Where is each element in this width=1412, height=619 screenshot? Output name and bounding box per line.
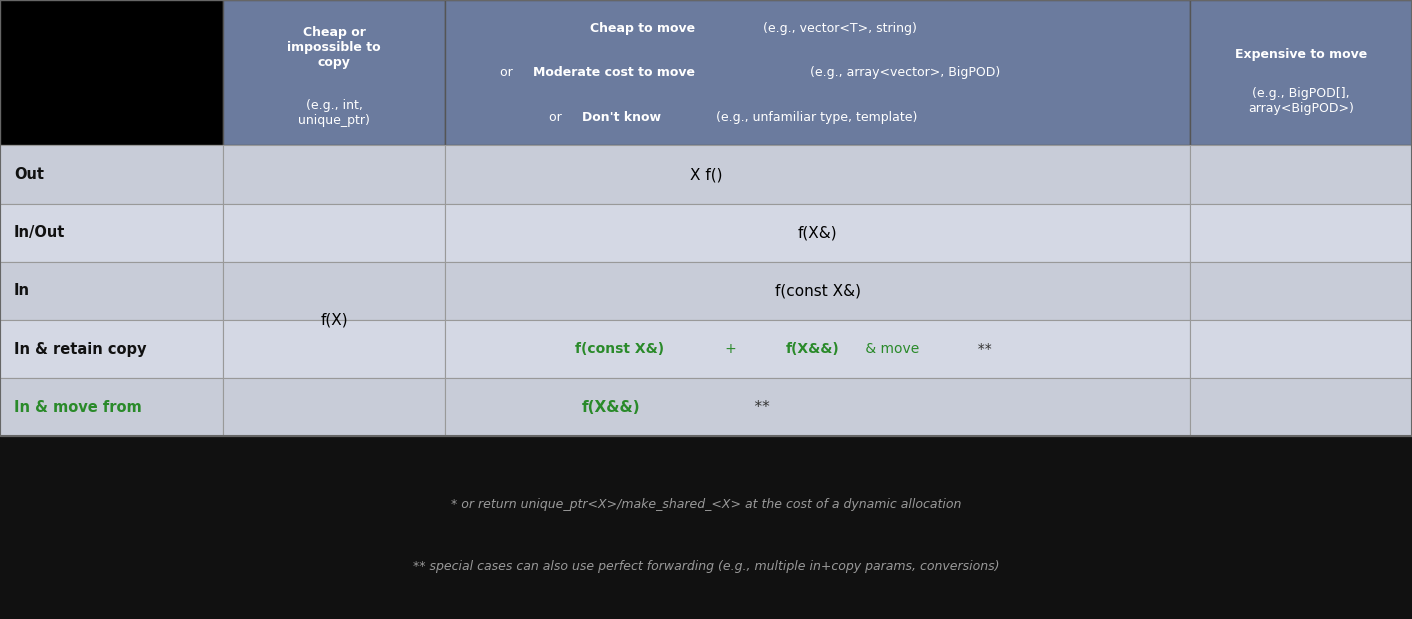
Text: f(const X&): f(const X&) (775, 284, 860, 298)
Text: In: In (14, 284, 30, 298)
Text: In & retain copy: In & retain copy (14, 342, 147, 357)
Text: **: ** (657, 400, 770, 415)
Text: f(X&&): f(X&&) (786, 342, 840, 356)
Bar (223, 0, 445, 145)
Text: (e.g., array<vector>, BigPOD): (e.g., array<vector>, BigPOD) (806, 66, 1000, 79)
Text: Don't know: Don't know (582, 111, 661, 124)
Bar (1190, 262, 1412, 320)
Bar (1190, 320, 1412, 378)
Text: f(const X&): f(const X&) (575, 342, 664, 356)
Text: X f(): X f() (690, 167, 723, 182)
Text: Cheap or
impossible to
copy: Cheap or impossible to copy (287, 27, 381, 69)
Text: * or return unique_ptr<X>/make_shared_<X> at the cost of a dynamic allocation: * or return unique_ptr<X>/make_shared_<X… (450, 498, 962, 511)
Bar (1190, 0, 1412, 145)
Text: f(X&): f(X&) (798, 225, 837, 240)
Text: & move: & move (861, 342, 919, 356)
Text: (e.g., int,
unique_ptr): (e.g., int, unique_ptr) (298, 99, 370, 127)
Bar (1190, 145, 1412, 204)
Bar (0, 0, 1412, 436)
Bar (445, 204, 1190, 262)
Text: **: ** (935, 342, 993, 356)
Text: +: + (712, 342, 750, 356)
Bar (0, 0, 223, 145)
Bar (1190, 204, 1412, 262)
Bar (0, 145, 223, 204)
Bar (0, 320, 223, 378)
Bar (223, 145, 445, 204)
Text: f(X&&): f(X&&) (582, 400, 641, 415)
Text: Moderate cost to move: Moderate cost to move (532, 66, 695, 79)
Text: or: or (549, 111, 566, 124)
Bar (445, 262, 1190, 320)
Bar (0, 262, 223, 320)
Text: (e.g., BigPOD[],
array<BigPOD>): (e.g., BigPOD[], array<BigPOD>) (1248, 87, 1354, 115)
Bar (445, 0, 1190, 145)
Bar (0, 204, 223, 262)
Text: In & move from: In & move from (14, 400, 141, 415)
Text: (e.g., unfamiliar type, template): (e.g., unfamiliar type, template) (712, 111, 918, 124)
Text: f(X): f(X) (321, 313, 347, 327)
Text: (e.g., vector<T>, string): (e.g., vector<T>, string) (760, 22, 916, 35)
Bar (445, 378, 1190, 436)
Bar (223, 378, 445, 436)
Text: In/Out: In/Out (14, 225, 65, 240)
Bar (223, 204, 445, 262)
Text: Out: Out (14, 167, 44, 182)
Bar (0, 378, 223, 436)
Bar (445, 320, 1190, 378)
Text: or: or (500, 66, 517, 79)
Text: ** special cases can also use perfect forwarding (e.g., multiple in+copy params,: ** special cases can also use perfect fo… (412, 560, 1000, 573)
Bar (445, 145, 1190, 204)
Text: Expensive to move: Expensive to move (1236, 48, 1367, 61)
Bar (223, 320, 445, 378)
Text: Cheap to move: Cheap to move (590, 22, 695, 35)
Bar (223, 262, 445, 320)
Bar (1190, 378, 1412, 436)
